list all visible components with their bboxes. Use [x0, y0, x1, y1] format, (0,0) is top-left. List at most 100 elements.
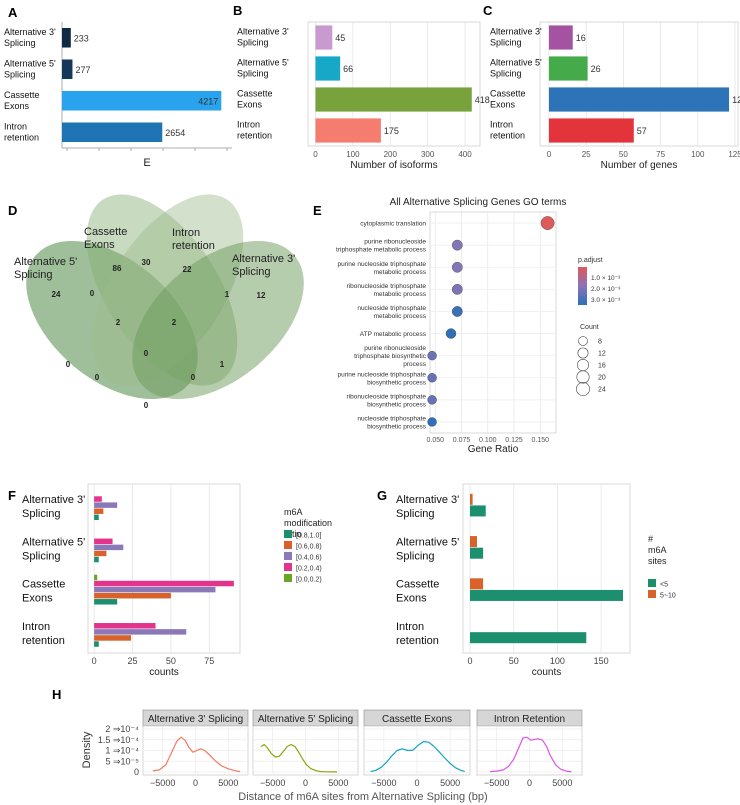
legend-item-label: 5~10 — [660, 593, 676, 600]
bar — [94, 592, 171, 599]
category-label: Cassette — [396, 579, 439, 591]
go-term-label: biosynthetic process — [367, 423, 427, 430]
bar — [548, 87, 730, 112]
bar — [315, 56, 341, 81]
facet-title: Intron Retention — [494, 714, 565, 725]
go-term-label: cytoplasmic translation — [360, 221, 426, 228]
density-line — [152, 736, 241, 773]
category-label: Alternative 3' — [237, 27, 289, 37]
go-term-label: purine nucleoside triphosphate — [337, 371, 426, 378]
bar — [469, 505, 486, 517]
legend-title: # — [648, 534, 653, 544]
category-label: Splicing — [22, 550, 61, 562]
y-tick-label: 0 — [134, 767, 139, 777]
venn-region-count: 30 — [142, 258, 151, 267]
x-axis-title: Distance of m6A sites from Alternative S… — [238, 791, 487, 803]
legend-swatch — [648, 590, 656, 598]
bar — [469, 589, 624, 601]
legend-title: m6A — [284, 507, 303, 517]
y-tick-label: 1 ⇒10⁻⁴ — [105, 746, 139, 756]
chart-title: All Alternative Splicing Genes GO terms — [390, 197, 567, 208]
bar — [94, 623, 156, 629]
legend-tick-label: 2.0 × 10⁻³ — [591, 286, 621, 293]
bar — [469, 578, 484, 590]
density-line — [260, 743, 337, 773]
x-tick-label: 5000 — [328, 778, 348, 788]
x-tick-label: 75 — [656, 150, 665, 159]
density-facet: Alternative 3' Splicing −5000 0 5000 — [142, 709, 249, 788]
venn-region-count: 0 — [90, 289, 95, 298]
legend-tick-label: 1.0 × 10⁻³ — [591, 275, 621, 282]
legend-item-label: [0.2,0.4) — [296, 566, 322, 573]
category-label: Alternative 3' — [490, 27, 542, 37]
category-label: Exons — [4, 101, 30, 111]
bar-value-label: 57 — [637, 126, 647, 136]
density-line — [370, 740, 465, 773]
bar — [548, 25, 573, 50]
legend-title: modification — [284, 518, 332, 528]
category-label: retention — [237, 131, 272, 141]
density-facet: Alternative 5' Splicing −5000 0 5000 — [252, 709, 359, 788]
venn-set-label: Intron — [172, 227, 200, 239]
grouped-bar-chart-f: 0 25 50 75 Alternative 3' Splicing Alternative… — [22, 483, 332, 678]
go-term-point — [427, 350, 437, 361]
bar-value-label: 16 — [576, 33, 586, 43]
venn-set-label: Alternative 5' — [14, 256, 77, 268]
category-label: Alternative 3' — [4, 27, 56, 37]
bar-value-label: 2654 — [165, 128, 185, 138]
x-axis-title: E — [143, 157, 150, 169]
go-term-label: process — [403, 361, 427, 368]
go-term-point — [427, 395, 437, 405]
venn-set-label: Exons — [84, 239, 115, 251]
color-bar — [578, 267, 587, 305]
legend-item-label: [0.8,1.0] — [296, 533, 321, 540]
x-axis-title: Number of isoforms — [350, 160, 437, 171]
x-tick-label: 5000 — [218, 778, 238, 788]
legend-title: sites — [648, 556, 667, 566]
bar — [94, 599, 118, 605]
x-tick-label: 5000 — [552, 778, 572, 788]
category-label: Alternative 5' — [396, 536, 459, 548]
category-label: Intron — [490, 120, 513, 130]
x-tick-label: 0 — [547, 150, 552, 159]
category-label: retention — [4, 132, 39, 142]
x-tick-label: 150 — [594, 656, 609, 666]
size-legend-circle — [576, 370, 590, 384]
venn-region-count: 0 — [144, 401, 149, 410]
x-axis-title: Number of genes — [601, 160, 678, 171]
x-tick-label: 75 — [204, 656, 214, 666]
bar — [62, 90, 222, 111]
category-label: Cassette — [4, 90, 40, 100]
go-term-label: nucleoside triphosphate — [357, 415, 426, 422]
bar — [548, 118, 634, 143]
x-axis-title: counts — [532, 667, 561, 678]
go-term-point — [540, 216, 555, 230]
go-term-label: purine ribonucleoside — [364, 345, 426, 352]
venn-region-count: 2 — [172, 318, 177, 327]
panel-label-e: E — [313, 203, 322, 218]
bar-value-label: 4217 — [198, 96, 218, 106]
x-tick-label: −5000 — [371, 778, 396, 788]
legend-swatch — [648, 579, 656, 587]
go-term-label: metabolic process — [374, 269, 427, 276]
panel-label-g: G — [377, 488, 387, 503]
bar — [62, 27, 71, 48]
bar-value-label: 277 — [75, 65, 90, 75]
legend-swatch — [284, 530, 292, 538]
bar-value-label: 175 — [384, 126, 399, 136]
venn-region-count: 22 — [183, 265, 192, 274]
go-term-label: biosynthetic process — [367, 379, 427, 386]
bar — [94, 580, 234, 587]
category-label: Intron — [22, 621, 50, 633]
category-label: Splicing — [490, 69, 522, 79]
venn-region-count: 0 — [191, 373, 196, 382]
x-tick-label: 100 — [346, 150, 360, 159]
plot-frame — [539, 21, 739, 147]
legend-item-label: 16 — [598, 363, 606, 370]
go-term-label: nucleoside triphosphate — [357, 305, 426, 312]
density-facets: Alternative 3' Splicing−5000 0 5000Alterna… — [81, 709, 583, 803]
bar — [94, 641, 99, 647]
size-legend-circle — [576, 382, 590, 396]
